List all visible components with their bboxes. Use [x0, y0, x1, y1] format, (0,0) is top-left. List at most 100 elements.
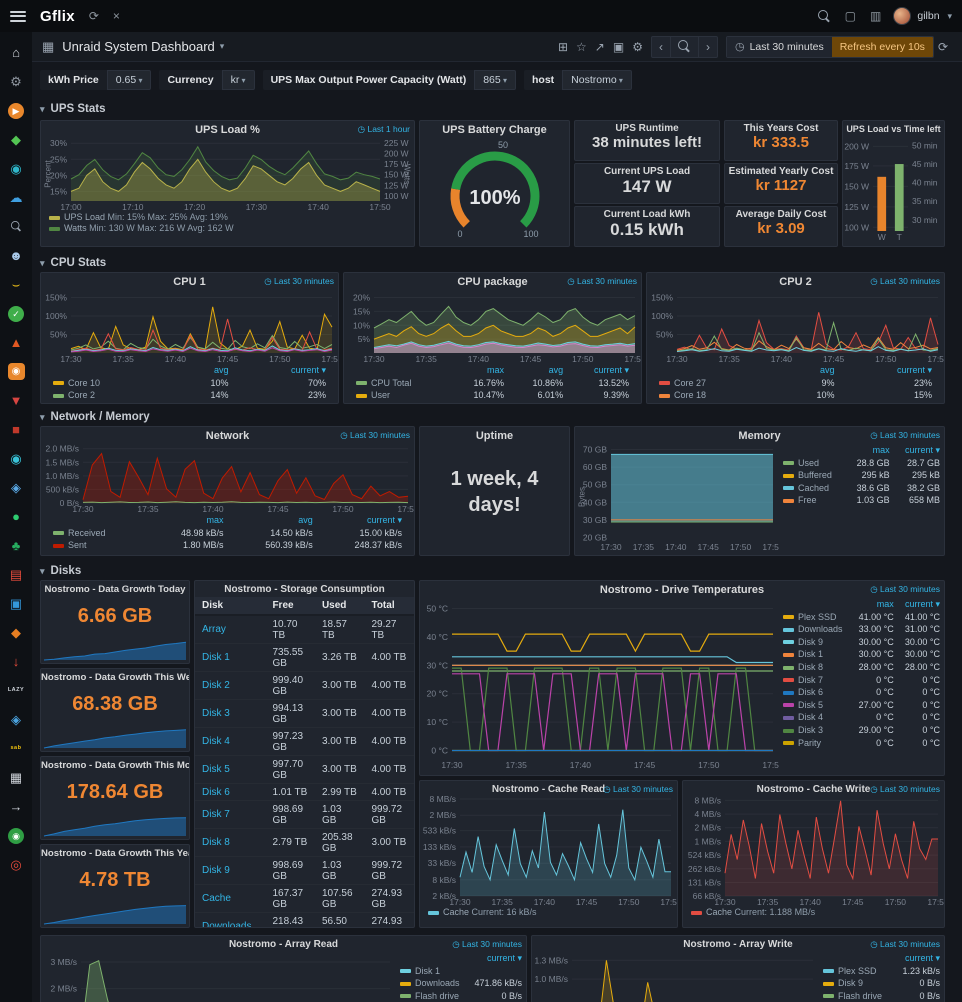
variable-value-dropdown[interactable]: 0.65: [106, 70, 152, 90]
orange-play-app-icon[interactable]: ▶: [0, 96, 32, 125]
panel-title[interactable]: Nostromo - Array Read: [228, 939, 339, 950]
zoom-out-button[interactable]: [671, 36, 699, 57]
legend-series[interactable]: Disk 8 28.00 °C 28.00 °C: [779, 661, 944, 674]
red-box-app-icon[interactable]: ■: [12, 422, 20, 437]
logout-icon[interactable]: →: [9, 799, 23, 814]
legend-sort-header[interactable]: max: [206, 515, 224, 525]
array-read-graph[interactable]: 3 MB/s2 MB/s1 MB/s0 B/s: [41, 950, 396, 1002]
blue-drop-app-icon[interactable]: ◈: [11, 480, 21, 495]
legend-series[interactable]: Downloads 471.86 kB/s: [396, 977, 526, 990]
legend-sort-header[interactable]: avg: [214, 365, 229, 375]
variable-value-dropdown[interactable]: Nostromo: [562, 70, 632, 90]
avatar[interactable]: [893, 7, 912, 25]
panel-title[interactable]: Memory: [738, 430, 781, 442]
panel-title[interactable]: CPU package: [457, 276, 528, 288]
close-icon[interactable]: ×: [112, 9, 120, 23]
ups-bars-graph[interactable]: 100 W 125 W 150 W 175 W 200 W 30 min 35 min 40 …: [843, 134, 944, 242]
legend-series[interactable]: Watts Min: 130 W Max: 216 W Avg: 162 W: [49, 223, 406, 234]
table-column-header[interactable]: Used: [314, 597, 365, 616]
panel-time-range[interactable]: ◷ Last 30 minutes: [603, 784, 673, 794]
orange-diamond-app-icon[interactable]: ◆: [11, 625, 21, 640]
panel-time-range[interactable]: ◷ Last 30 minutes: [870, 784, 940, 794]
red-ring-app-icon[interactable]: ◎: [10, 857, 22, 872]
table-column-header[interactable]: Free: [265, 597, 315, 616]
user-app-icon[interactable]: ☻: [9, 248, 23, 263]
settings-button[interactable]: ⚙: [632, 39, 643, 54]
cpu2-graph[interactable]: 50% 100% 150% 17:30 17:35 17:40 17:45 17:50 17:5…: [647, 288, 944, 364]
network-graph[interactable]: 0 B/s 500 kB/s 1.0 MB/s 1.5 MB/s 2.0 MB/s 17:…: [41, 442, 414, 514]
panel-title[interactable]: Nostromo - Data Growth Today: [44, 584, 186, 595]
panel-time-range[interactable]: ◷ Last 1 hour: [357, 124, 410, 134]
panel-time-range[interactable]: ◷ Last 30 minutes: [870, 939, 940, 949]
legend-series[interactable]: Received 48.98 kB/s 14.50 kB/s 15.00 kB/s: [49, 527, 406, 540]
clover-app-icon[interactable]: ♣: [11, 538, 21, 553]
legend-series[interactable]: Plex SSD 41.00 °C 41.00 °C: [779, 611, 944, 624]
panel-title[interactable]: This Years Cost: [743, 123, 819, 134]
striped-app-icon[interactable]: ▤: [9, 567, 23, 582]
legend-series[interactable]: Plex SSD 1.23 kB/s: [819, 965, 944, 978]
banana-app-icon[interactable]: ⌣: [11, 277, 21, 292]
panel-title[interactable]: Nostromo - Storage Consumption: [224, 584, 385, 595]
panel-title[interactable]: Nostromo - Data Growth This Year: [41, 848, 189, 859]
search-app-icon[interactable]: [0, 212, 32, 241]
panel-time-range[interactable]: ◷ Last 30 minutes: [340, 430, 410, 440]
library-app-icon[interactable]: ▦: [9, 770, 23, 785]
legend-sort-header[interactable]: max: [876, 599, 894, 609]
legend-sort-header[interactable]: current ▾: [904, 445, 940, 455]
legend-series[interactable]: Cache Current: 1.188 MB/s: [691, 907, 936, 918]
star-button[interactable]: ☆: [576, 39, 587, 54]
panel-title[interactable]: Network: [205, 430, 250, 442]
cpu1-graph[interactable]: 50% 100% 150% 17:30 17:35 17:40 17:45 17:50 17:5…: [41, 288, 338, 364]
time-back-button[interactable]: ‹: [652, 36, 671, 57]
legend-series[interactable]: Core 2 14% 23%: [49, 389, 330, 402]
cache-read-graph[interactable]: 8 MB/s 2 MB/s 533 kB/s 133 kB/s 33 kB/s 8 kB/…: [420, 795, 677, 907]
legend-sort-header[interactable]: current ▾: [486, 953, 522, 963]
legend-series[interactable]: Disk 5 27.00 °C 0 °C: [779, 699, 944, 712]
green-check-app-icon[interactable]: ✓: [0, 299, 32, 328]
green-diamond-app-icon[interactable]: ◆: [11, 132, 21, 147]
dashboard-picker-icon[interactable]: ▦: [42, 38, 55, 54]
legend-series[interactable]: CPU Total 16.76% 10.86% 13.52%: [352, 377, 633, 390]
refresh-dashboard-button[interactable]: ⟳: [937, 39, 948, 54]
panel-title[interactable]: UPS Load vs Time left: [846, 124, 941, 134]
legend-sort-header[interactable]: avg: [820, 365, 835, 375]
active-app-icon[interactable]: ◉: [0, 357, 32, 386]
row-header-cpu-stats[interactable]: ▾ CPU Stats: [40, 257, 107, 269]
legend-series[interactable]: Core 10 10% 70%: [49, 377, 330, 390]
legend-series[interactable]: Disk 9 30.00 °C 30.00 °C: [779, 636, 944, 649]
refresh-icon[interactable]: ⟳: [88, 9, 99, 23]
time-range-picker[interactable]: ◷ Last 30 minutes: [726, 36, 832, 57]
panel-title[interactable]: Nostromo - Array Write: [683, 939, 793, 950]
variable-value-dropdown[interactable]: kr: [221, 70, 255, 90]
legend-series[interactable]: Sent 1.80 MB/s 560.39 kB/s 248.37 kB/s: [49, 539, 406, 552]
teal-eye-app-icon[interactable]: ◉: [10, 451, 22, 466]
legend-sort-header[interactable]: avg: [298, 515, 313, 525]
legend-series[interactable]: Disk 3 29.00 °C 0 °C: [779, 724, 944, 737]
legend-series[interactable]: Downloads 33.00 °C 31.00 °C: [779, 623, 944, 636]
panel-time-range[interactable]: ◷ Last 30 minutes: [567, 276, 637, 286]
time-forward-button[interactable]: ›: [705, 39, 710, 54]
legend-series[interactable]: Cached 38.6 GB 38.2 GB: [779, 482, 944, 495]
panel-title[interactable]: UPS Load %: [195, 124, 260, 136]
legend-sort-header[interactable]: current ▾: [366, 515, 402, 525]
cloud-app-icon[interactable]: ☁: [9, 190, 23, 205]
sab-app-icon[interactable]: sab: [10, 744, 22, 751]
legend-sort-header[interactable]: current ▾: [593, 365, 629, 375]
panel-time-range[interactable]: ◷ Last 30 minutes: [870, 276, 940, 286]
row-header-network-memory[interactable]: ▾ Network / Memory: [40, 411, 150, 423]
cast-icon[interactable]: ▥: [870, 9, 882, 23]
cpu-package-graph[interactable]: 5% 10% 15% 20% 17:30 17:35 17:40 17:45 17:50 17:5…: [344, 288, 641, 364]
memory-graph[interactable]: Bytes 20 GB 30 GB 40 GB 50 GB 60 GB 70 GB 17:3…: [575, 442, 780, 552]
panel-title[interactable]: Uptime: [475, 430, 514, 442]
flame-app-icon[interactable]: ▲: [9, 335, 23, 350]
legend-sort-header[interactable]: max: [872, 445, 890, 455]
dashboard-title[interactable]: Unraid System Dashboard: [62, 39, 215, 54]
share-button[interactable]: ↗: [594, 39, 605, 54]
green-dot-app-icon[interactable]: ●: [12, 509, 20, 524]
legend-series[interactable]: Used 28.8 GB 28.7 GB: [779, 457, 944, 470]
ups-load-graph[interactable]: Percent Watts 15% 20% 25% 30% 100 W 125 W 150 …: [41, 136, 414, 212]
